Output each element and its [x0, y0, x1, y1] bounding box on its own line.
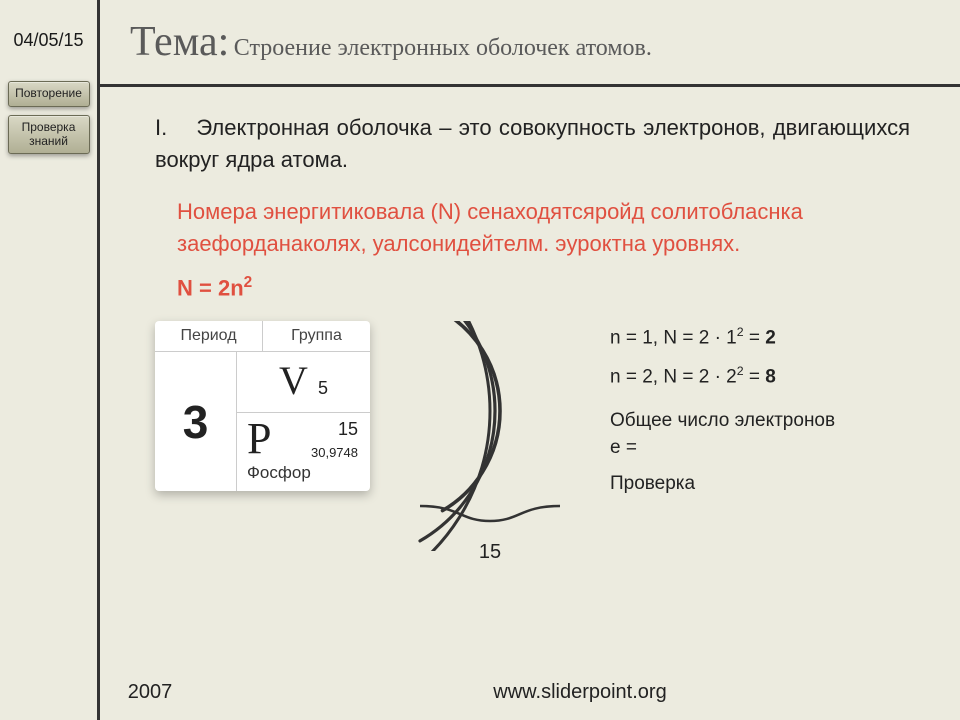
- formula-sup: 2: [244, 274, 253, 291]
- group-number: 5: [318, 378, 328, 399]
- eq2-sup: 2: [737, 364, 744, 378]
- overlapped-red-text: Номера энергитиковала (N) сенаходятсярой…: [177, 196, 910, 266]
- header-period: Период: [155, 321, 263, 351]
- shells-diagram: [400, 321, 580, 551]
- title-prefix: Тема:: [130, 19, 229, 65]
- curly-brace-icon: [420, 506, 560, 521]
- group-cell: V 5: [237, 352, 370, 413]
- repeat-button[interactable]: Повторение: [8, 81, 90, 107]
- equation-2: n = 2, N = 2 · 22 = 8: [610, 360, 835, 395]
- footer: 2007 www.sliderpoint.org: [100, 681, 960, 720]
- element-name: Фосфор: [247, 463, 360, 483]
- title-bar: Тема: Строение электронных оболочек атом…: [100, 0, 960, 87]
- eq1-res: 2: [765, 327, 776, 348]
- element-card: Период Группа 3 V 5 P 15 30,9748: [155, 321, 370, 491]
- eq2-post: =: [744, 366, 766, 387]
- atomic-mass: 30,9748: [311, 445, 358, 460]
- main-area: Тема: Строение электронных оболочек атом…: [100, 0, 960, 720]
- shells-diagram-wrap: 15: [400, 321, 580, 564]
- footer-year: 2007: [100, 681, 200, 704]
- total-line-2: e =: [610, 435, 835, 462]
- roman-numeral: I.: [155, 112, 189, 144]
- atomic-number: 15: [338, 419, 358, 440]
- eq2-res: 8: [765, 366, 776, 387]
- formula-base: N = 2n: [177, 275, 244, 300]
- element-cell: P 15 30,9748 Фосфор: [237, 413, 370, 491]
- overlap-line-1: Номера энергитиковала (N) сенаходятсярой…: [177, 196, 897, 228]
- sidebar: 04/05/15 Повторение Проверка знаний: [0, 0, 100, 720]
- equation-1: n = 1, N = 2 · 12 = 2: [610, 321, 835, 356]
- check-label: Проверка: [610, 467, 835, 501]
- total-line-1: Общее число электронов: [610, 408, 835, 435]
- header-group: Группа: [263, 321, 370, 351]
- element-symbol: P: [247, 417, 271, 461]
- definition-paragraph: I. Электронная оболочка – это совокупнос…: [155, 112, 910, 176]
- total-electrons: Общее число электронов e =: [610, 408, 835, 461]
- date-label: 04/05/15: [13, 30, 83, 51]
- eq1-post: =: [744, 327, 766, 348]
- overlap-line-2: заефорданаколях, уалсонидейтелм. эуроктн…: [177, 228, 897, 260]
- eq1-pre: n = 1, N = 2 · 1: [610, 327, 737, 348]
- title-text: Строение электронных оболочек атомов.: [234, 35, 652, 61]
- eq1-sup: 2: [737, 325, 744, 339]
- group-roman: V: [279, 357, 308, 404]
- shells-svg: [400, 321, 580, 551]
- check-knowledge-button[interactable]: Проверка знаний: [8, 115, 90, 155]
- definition-text: Электронная оболочка – это совокупность …: [155, 115, 910, 172]
- shell-arc: [400, 321, 490, 551]
- period-value: 3: [155, 352, 237, 491]
- eq2-pre: n = 2, N = 2 · 2: [610, 366, 737, 387]
- content: I. Электронная оболочка – это совокупнос…: [100, 87, 960, 681]
- footer-site: www.sliderpoint.org: [200, 681, 960, 704]
- formula: N = 2n2: [177, 274, 910, 301]
- calculations: n = 1, N = 2 · 12 = 2 n = 2, N = 2 · 22 …: [610, 321, 835, 501]
- content-row: Период Группа 3 V 5 P 15 30,9748: [155, 321, 910, 564]
